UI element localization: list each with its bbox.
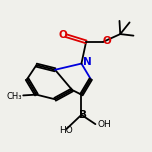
Text: CH₃: CH₃ [7,92,22,101]
Text: B: B [79,109,87,119]
Text: O: O [58,30,67,40]
Text: HO: HO [59,126,73,135]
Text: O: O [103,36,111,46]
Text: N: N [83,57,92,67]
Text: OH: OH [98,120,111,129]
